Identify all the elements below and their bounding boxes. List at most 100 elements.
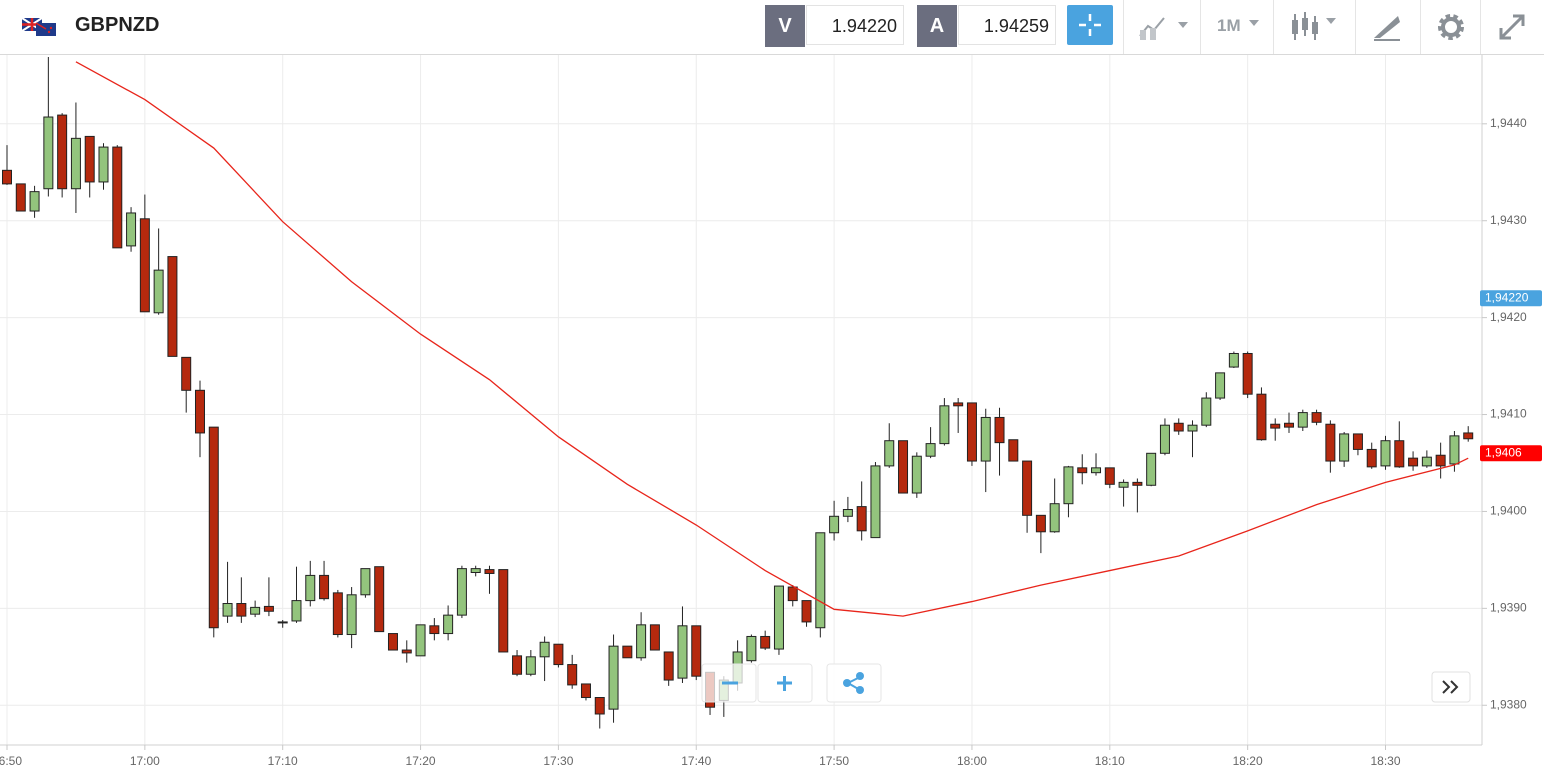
candle-body bbox=[842, 509, 853, 517]
candle-body bbox=[387, 633, 398, 651]
candle-body bbox=[649, 624, 660, 651]
candle-body bbox=[746, 635, 757, 662]
x-tick-label: 17:40 bbox=[681, 754, 711, 768]
x-tick-label: 18:00 bbox=[957, 754, 987, 768]
candle-body bbox=[139, 218, 150, 313]
candle-body bbox=[773, 585, 784, 650]
candle-body bbox=[263, 605, 274, 612]
x-tick-label: 17:20 bbox=[406, 754, 436, 768]
candle-body bbox=[787, 586, 798, 602]
drawing-tools-button[interactable] bbox=[1372, 12, 1402, 42]
separator bbox=[1480, 0, 1481, 54]
candle-body bbox=[870, 465, 881, 539]
candle-body bbox=[1215, 372, 1226, 399]
symbol: GBPNZD bbox=[75, 14, 160, 36]
x-tick-label: 17:30 bbox=[543, 754, 573, 768]
separator bbox=[1420, 0, 1421, 54]
zoom-controls bbox=[701, 663, 1471, 703]
candle-body bbox=[1311, 412, 1322, 423]
share-button[interactable] bbox=[826, 663, 882, 703]
candle-body bbox=[1049, 503, 1060, 533]
candle-body bbox=[332, 592, 343, 636]
candle-body bbox=[429, 625, 440, 635]
candle-body bbox=[1463, 432, 1474, 440]
price-badge bbox=[1480, 445, 1542, 462]
candle-body bbox=[374, 566, 385, 633]
candle-body bbox=[884, 440, 895, 467]
candle-body bbox=[539, 641, 550, 658]
ask-price: 1.94259 bbox=[958, 5, 1056, 45]
candle-body bbox=[1091, 467, 1102, 474]
candle-body bbox=[1339, 433, 1350, 462]
candle-body bbox=[1435, 454, 1446, 467]
candle-body bbox=[1352, 433, 1363, 450]
candle-body bbox=[815, 532, 826, 629]
candle-body bbox=[760, 635, 771, 649]
crosshair-button[interactable] bbox=[1067, 5, 1113, 45]
price-badge-label: 1,94220 bbox=[1485, 290, 1529, 304]
candle-body bbox=[470, 568, 481, 574]
candle-body bbox=[1118, 481, 1129, 488]
candle-body bbox=[925, 443, 936, 457]
candle-body bbox=[1394, 440, 1405, 468]
candle-body bbox=[1132, 481, 1143, 486]
candle-body bbox=[1325, 423, 1336, 462]
fullscreen-button[interactable] bbox=[1497, 12, 1527, 42]
toolbar: GBPNZD V 1.94220 A 1.94259 1M bbox=[0, 0, 1544, 55]
candle-body bbox=[1008, 439, 1019, 462]
candle-body bbox=[1022, 460, 1033, 516]
candle-body bbox=[57, 114, 68, 190]
candle-body bbox=[277, 621, 288, 624]
candle-body bbox=[580, 683, 591, 699]
y-tick-label: 1,9400 bbox=[1490, 504, 1527, 518]
separator bbox=[1355, 0, 1356, 54]
timeframe-button[interactable]: 1M bbox=[1217, 16, 1241, 35]
candle-body bbox=[994, 416, 1005, 444]
candle-body bbox=[1408, 457, 1419, 467]
candle-body bbox=[1187, 424, 1198, 432]
candle-body bbox=[856, 506, 867, 532]
candle-body bbox=[181, 356, 192, 391]
candle-body bbox=[291, 600, 302, 622]
zoom-out-button[interactable] bbox=[701, 663, 757, 703]
candle-body bbox=[222, 603, 233, 617]
x-tick-label: 18:10 bbox=[1095, 754, 1125, 768]
candle-body bbox=[801, 600, 812, 623]
candle-body bbox=[84, 135, 95, 183]
x-tick-label: 16:50 bbox=[0, 754, 22, 768]
candle-body bbox=[966, 402, 977, 462]
grid bbox=[0, 55, 1482, 745]
chart-type-button[interactable] bbox=[1138, 12, 1194, 42]
candle-body bbox=[691, 625, 702, 677]
candle-body bbox=[167, 256, 178, 357]
candle-body bbox=[2, 169, 12, 185]
ask-label: A bbox=[917, 5, 957, 47]
candle-body bbox=[1159, 424, 1170, 454]
candle-body bbox=[622, 645, 633, 659]
candle-body bbox=[898, 440, 909, 494]
candle-body bbox=[1284, 422, 1295, 428]
flag-icon bbox=[22, 18, 56, 36]
candle-body bbox=[443, 614, 454, 635]
candle-body bbox=[1366, 448, 1377, 468]
candle-body bbox=[401, 649, 412, 654]
candle-body bbox=[208, 426, 219, 629]
candle-body bbox=[43, 116, 54, 190]
candle-body bbox=[305, 574, 316, 602]
candle-body bbox=[953, 402, 964, 407]
zoom-in-button[interactable] bbox=[757, 663, 813, 703]
plot-area bbox=[2, 56, 1474, 729]
candle-body bbox=[484, 569, 495, 574]
candle-body bbox=[456, 568, 467, 616]
y-tick-label: 1,9420 bbox=[1490, 310, 1527, 324]
candle-style-button[interactable] bbox=[1290, 10, 1346, 44]
candle-body bbox=[1297, 412, 1308, 428]
candle-body bbox=[1104, 467, 1115, 485]
candle-body bbox=[512, 655, 523, 675]
candle-body bbox=[1173, 422, 1184, 432]
scroll-end-button[interactable] bbox=[1431, 671, 1471, 703]
settings-button[interactable] bbox=[1436, 12, 1466, 42]
moving-average-line bbox=[75, 61, 1469, 617]
